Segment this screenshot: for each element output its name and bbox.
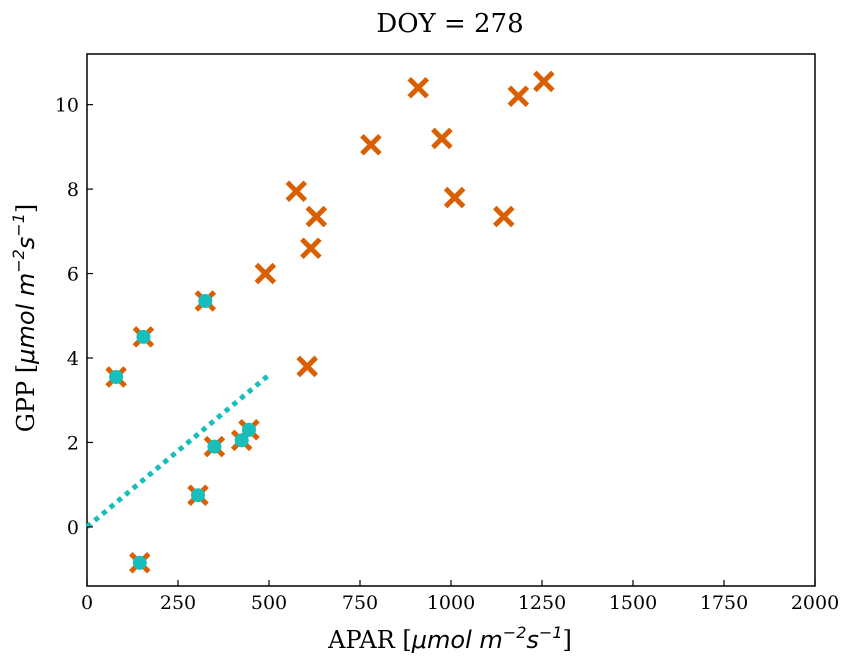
dot-marker-layer	[109, 294, 256, 570]
x-tick-label: 750	[342, 592, 378, 614]
x-axis-label: APAR [μmol m−2s−1]	[327, 623, 572, 654]
dot-marker	[241, 422, 256, 437]
y-tick-label: 8	[67, 179, 79, 201]
cross-marker	[507, 85, 530, 107]
cross-marker-layer	[105, 70, 555, 574]
x-tick-label: 1250	[518, 592, 566, 614]
cross-marker	[431, 127, 453, 150]
dot-marker	[136, 329, 151, 344]
dot-marker	[109, 370, 124, 384]
x-tick-label: 1000	[427, 592, 475, 614]
x-tick-label: 1500	[609, 592, 657, 614]
dot-marker	[132, 555, 147, 570]
x-tick-label: 2000	[791, 592, 839, 614]
cross-marker	[443, 186, 466, 209]
dot-marker	[191, 488, 206, 503]
x-axis-label-suffix: ]	[563, 626, 572, 654]
tick-layer: 0 250 500 750 1000 1250 1500 1750 2000 0 2 4 6 8 10	[55, 95, 839, 614]
y-tick-label: 4	[67, 348, 79, 370]
cross-marker	[533, 70, 555, 93]
dot-marker	[234, 433, 249, 448]
x-axis-label-exp1: −2	[503, 623, 527, 642]
x-axis-label-prefix: APAR [	[327, 626, 412, 654]
cross-marker	[285, 180, 308, 202]
fit-line-layer	[85, 372, 271, 529]
cross-marker	[300, 237, 322, 259]
y-axis-label-exp2: −1	[9, 213, 28, 237]
y-tick-label: 6	[67, 264, 79, 286]
x-tick-label: 250	[160, 592, 196, 614]
y-tick-label: 2	[67, 432, 79, 454]
dot-marker	[198, 294, 213, 308]
plot-frame	[86, 53, 816, 587]
x-axis-label-mid: s	[526, 626, 539, 654]
dot-marker	[207, 439, 222, 454]
cross-marker	[360, 134, 382, 156]
x-tick-label: 500	[251, 592, 287, 614]
cross-marker	[254, 262, 277, 285]
y-axis-label-mid: s	[12, 237, 40, 250]
cross-marker	[493, 205, 515, 228]
y-axis-label-prefix: GPP [	[12, 364, 40, 432]
fit-line	[85, 372, 271, 529]
x-tick-label: 0	[81, 592, 93, 614]
plot-area	[86, 53, 816, 587]
x-axis-label-exp2: −1	[539, 623, 563, 642]
x-tick-label: 1750	[700, 592, 748, 614]
y-axis-label: GPP [μmol m−2s−1]	[9, 204, 40, 433]
cross-marker	[296, 355, 318, 378]
y-axis-label-unit: μmol m	[12, 273, 40, 365]
cross-marker	[305, 205, 328, 228]
chart-title: DOY = 278	[376, 9, 523, 39]
y-axis-label-exp1: −2	[9, 249, 28, 273]
y-tick-label: 0	[67, 517, 79, 539]
y-axis-label-suffix: ]	[12, 204, 40, 213]
cross-marker	[407, 77, 430, 99]
x-axis-label-unit: μmol m	[411, 626, 503, 654]
y-tick-label: 10	[55, 95, 79, 117]
